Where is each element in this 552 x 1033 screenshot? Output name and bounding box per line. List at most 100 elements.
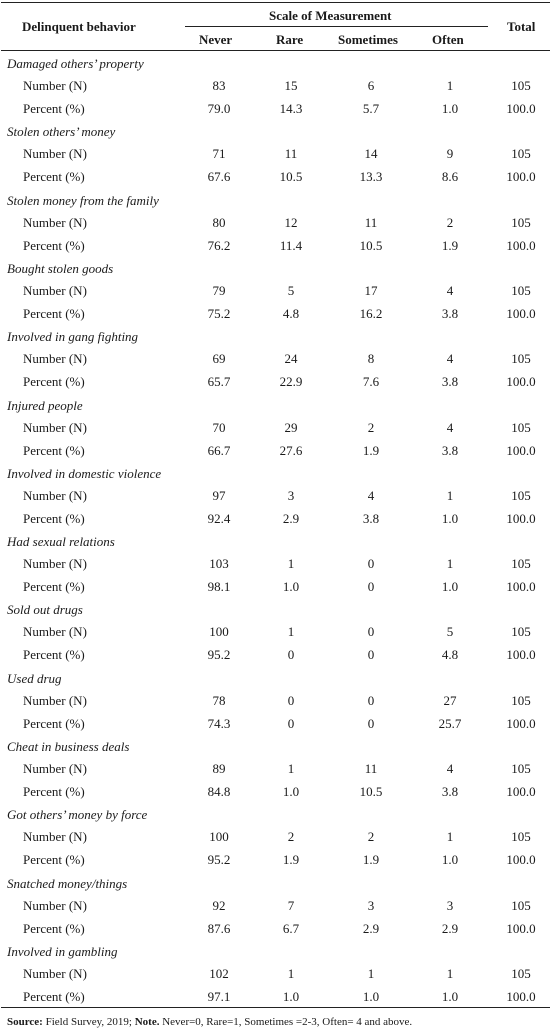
percent-sometimes-cell: 10.5 xyxy=(359,784,383,799)
number-never-cell: 92 xyxy=(212,897,226,913)
number-row-label: Number (N) xyxy=(23,556,87,572)
number-row-label: Number (N) xyxy=(23,761,87,776)
number-row-label: Number (N) xyxy=(23,965,87,981)
number-total-cell: 105 xyxy=(511,214,531,230)
number-often-cell: 1 xyxy=(446,556,454,572)
table-bottom-rule xyxy=(1,1007,550,1008)
percent-often-cell: 8.6 xyxy=(441,169,459,185)
number-never-cell: 100 xyxy=(209,829,229,845)
number-sometimes-cell: 2 xyxy=(367,419,375,435)
percent-sometimes-cell: 5.7 xyxy=(362,101,380,116)
percent-often-cell: 4.8 xyxy=(441,647,459,663)
percent-never-cell: 79.0 xyxy=(207,101,231,116)
percent-total-cell: 100.0 xyxy=(506,647,536,663)
percent-rare-cell: 2.9 xyxy=(282,510,300,526)
number-row-label: Number (N) xyxy=(23,214,87,230)
number-total-cell: 105 xyxy=(511,351,531,367)
percent-often-cell: 2.9 xyxy=(441,920,459,936)
number-rare-cell: 1 xyxy=(287,556,295,572)
number-rare-cell: 1 xyxy=(287,624,295,640)
number-never-cell: 100 xyxy=(209,624,229,640)
percent-row-label: Percent (%) xyxy=(23,579,85,595)
number-often-cell: 27 xyxy=(443,692,457,708)
number-rare-cell: 1 xyxy=(287,965,295,981)
number-often-cell: 4 xyxy=(446,351,454,367)
number-total-cell: 105 xyxy=(511,419,531,435)
percent-total-cell: 100.0 xyxy=(506,237,536,253)
percent-rare-cell: 1.0 xyxy=(282,579,300,595)
number-sometimes-cell: 11 xyxy=(364,761,378,776)
source-label: Source: xyxy=(7,1016,43,1028)
number-often-cell: 3 xyxy=(446,897,454,913)
percent-row-label: Percent (%) xyxy=(23,988,85,1004)
percent-row-label: Percent (%) xyxy=(23,374,85,390)
percent-rare-cell: 1.9 xyxy=(282,852,300,868)
behavior-category: Had sexual relations xyxy=(7,534,115,550)
number-row-label: Number (N) xyxy=(23,692,87,708)
percent-row-label: Percent (%) xyxy=(23,510,85,526)
percent-total-cell: 100.0 xyxy=(506,305,536,321)
number-total-cell: 105 xyxy=(511,556,531,572)
percent-rare-cell: 6.7 xyxy=(282,920,300,936)
percent-row-label: Percent (%) xyxy=(23,852,85,868)
percent-never-cell: 92.4 xyxy=(207,510,231,526)
percent-never-cell: 95.2 xyxy=(207,852,231,868)
percent-rare-cell: 1.0 xyxy=(282,784,300,799)
number-total-cell: 105 xyxy=(511,146,531,162)
percent-total-cell: 100.0 xyxy=(506,579,536,595)
percent-sometimes-cell: 1.9 xyxy=(362,442,380,458)
percent-row-label: Percent (%) xyxy=(23,237,85,253)
percent-sometimes-cell: 1.0 xyxy=(362,988,380,1004)
percent-row-label: Percent (%) xyxy=(23,784,85,799)
header-bottom-rule xyxy=(1,50,550,51)
percent-sometimes-cell: 1.9 xyxy=(362,852,380,868)
percent-total-cell: 100.0 xyxy=(506,920,536,936)
percent-rare-cell: 14.3 xyxy=(279,101,303,116)
number-total-cell: 105 xyxy=(511,78,531,93)
number-total-cell: 105 xyxy=(511,624,531,640)
number-sometimes-cell: 17 xyxy=(364,282,378,298)
behavior-category: Involved in domestic violence xyxy=(7,465,162,481)
number-rare-cell: 7 xyxy=(287,897,295,913)
table-footnote: Source: Field Survey, 2019; Note. Never=… xyxy=(7,1016,412,1028)
header-never: Never xyxy=(199,32,233,47)
note-label: Note. xyxy=(134,1016,160,1028)
number-sometimes-cell: 2 xyxy=(367,829,375,845)
number-never-cell: 70 xyxy=(212,419,226,435)
number-often-cell: 5 xyxy=(446,624,454,640)
behavior-category: Used drug xyxy=(7,670,62,686)
percent-total-cell: 100.0 xyxy=(506,442,536,458)
percent-total-cell: 100.0 xyxy=(506,784,536,799)
percent-never-cell: 95.2 xyxy=(207,647,231,663)
percent-never-cell: 84.8 xyxy=(207,784,231,799)
number-never-cell: 80 xyxy=(212,214,226,230)
percent-often-cell: 1.0 xyxy=(441,988,459,1004)
percent-never-cell: 98.1 xyxy=(207,579,231,595)
number-rare-cell: 11 xyxy=(284,146,298,162)
number-sometimes-cell: 11 xyxy=(364,214,378,230)
percent-total-cell: 100.0 xyxy=(506,852,536,868)
percent-total-cell: 100.0 xyxy=(506,510,536,526)
percent-total-cell: 100.0 xyxy=(506,374,536,390)
percent-sometimes-cell: 0 xyxy=(367,647,375,663)
number-total-cell: 105 xyxy=(511,897,531,913)
number-sometimes-cell: 4 xyxy=(367,487,375,503)
percent-sometimes-cell: 0 xyxy=(367,715,375,731)
percent-never-cell: 97.1 xyxy=(207,988,231,1004)
percent-often-cell: 1.0 xyxy=(441,852,459,868)
number-row-label: Number (N) xyxy=(23,487,87,503)
number-rare-cell: 24 xyxy=(284,351,298,367)
percent-rare-cell: 4.8 xyxy=(282,305,300,321)
number-rare-cell: 12 xyxy=(284,214,298,230)
number-never-cell: 69 xyxy=(212,351,226,367)
percent-often-cell: 3.8 xyxy=(441,305,459,321)
number-sometimes-cell: 14 xyxy=(364,146,378,162)
percent-often-cell: 1.0 xyxy=(441,510,459,526)
percent-rare-cell: 10.5 xyxy=(279,169,303,185)
number-often-cell: 1 xyxy=(446,829,454,845)
number-total-cell: 105 xyxy=(511,761,531,776)
percent-sometimes-cell: 13.3 xyxy=(359,169,383,185)
number-total-cell: 105 xyxy=(511,829,531,845)
percent-often-cell: 3.8 xyxy=(441,784,459,799)
behavior-category: Stolen money from the family xyxy=(7,192,159,208)
